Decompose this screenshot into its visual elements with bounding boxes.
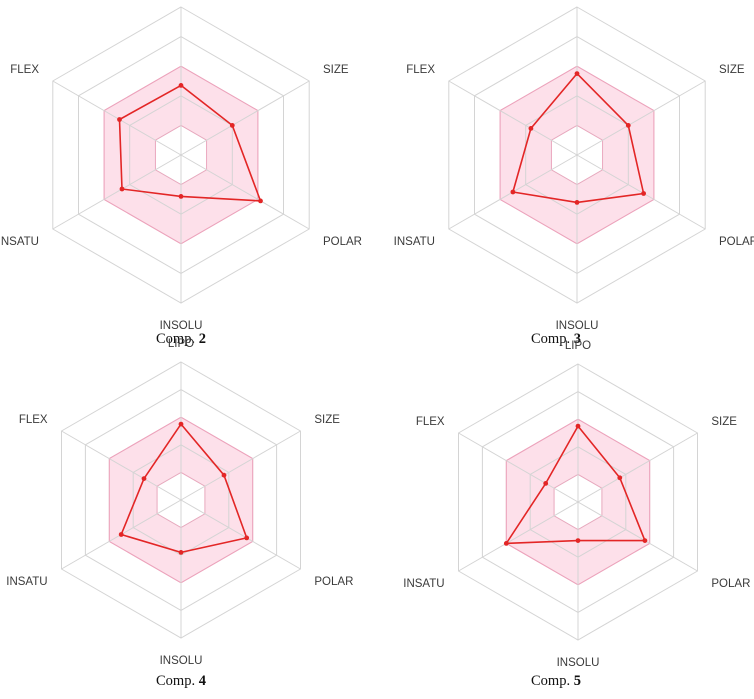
axis-spoke	[180, 80, 310, 156]
radar-chart-comp-4: LIPO SIZE POLAR INSOLU INSATU FLEX	[6, 338, 353, 667]
data-point	[178, 550, 184, 555]
axis-label-size: SIZE	[323, 64, 349, 76]
caption-number: 4	[198, 673, 206, 689]
caption-comp-3: Comp. 3	[446, 331, 666, 348]
data-point	[178, 194, 184, 199]
axis-label-insolu: INSOLU	[160, 320, 203, 332]
axis-label-flex: FLEX	[406, 64, 435, 76]
axis-spoke	[576, 80, 706, 156]
data-point	[574, 71, 580, 76]
axis-spoke	[52, 80, 182, 156]
data-point	[258, 198, 263, 204]
data-point	[617, 475, 623, 481]
axis-label-flex: FLEX	[416, 416, 445, 428]
data-point	[575, 538, 581, 543]
axis-label-flex: FLEX	[19, 414, 48, 426]
caption-comp-5: Comp. 5	[446, 673, 666, 690]
axis-spoke	[52, 154, 182, 230]
radar-chart-comp-5: LIPO SIZE POLAR INSOLU INSATU FLEX	[403, 340, 750, 669]
axis-label-insatu: INSATU	[403, 578, 444, 590]
optimal-range-band	[104, 66, 258, 244]
caption-number: 3	[573, 331, 581, 347]
data-point	[503, 541, 509, 546]
axis-label-insatu: INSATU	[394, 236, 435, 248]
data-point	[141, 476, 147, 481]
radar-panel-comp-2: LIPO SIZE POLAR INSOLU INSATU FLEX Comp. 2	[0, 0, 377, 350]
axis-label-size: SIZE	[719, 64, 745, 76]
axis-spoke	[577, 501, 698, 572]
axis-label-insolu: INSOLU	[556, 320, 599, 332]
radar-panel-comp-4: LIPO SIZE POLAR INSOLU INSATU FLEX Comp. 4	[0, 338, 377, 699]
axis-spoke	[180, 154, 310, 230]
axis-spoke	[577, 432, 698, 503]
data-point	[221, 472, 227, 478]
caption-number: 5	[573, 673, 581, 689]
axis-spoke	[180, 499, 301, 570]
axis-label-insolu: INSOLU	[557, 657, 600, 669]
data-point	[625, 123, 631, 128]
caption-comp-2: Comp. 2	[71, 331, 291, 348]
axis-label-insolu: INSOLU	[160, 655, 203, 667]
axis-label-polar: POLAR	[314, 576, 353, 588]
data-point	[119, 186, 125, 192]
axis-spoke	[458, 432, 579, 503]
data-point	[528, 125, 534, 131]
axis-label-insatu: INSATU	[6, 576, 47, 588]
caption-prefix: Comp.	[531, 673, 571, 689]
data-point	[575, 423, 581, 429]
caption-comp-4: Comp. 4	[71, 673, 291, 690]
axis-label-flex: FLEX	[10, 64, 39, 76]
axis-label-size: SIZE	[711, 416, 737, 428]
data-point	[117, 117, 122, 122]
optimal-range-band	[506, 419, 650, 585]
axis-spoke	[576, 154, 706, 230]
caption-prefix: Comp.	[156, 331, 196, 347]
caption-number: 2	[198, 331, 206, 347]
data-point	[510, 189, 516, 195]
data-point	[543, 481, 549, 486]
data-point	[118, 532, 124, 537]
axis-spoke	[458, 501, 579, 572]
axis-label-polar: POLAR	[323, 236, 362, 248]
axis-label-polar: POLAR	[711, 578, 750, 590]
data-point	[642, 538, 648, 543]
axis-label-lipo: LIPO	[565, 340, 591, 352]
caption-prefix: Comp.	[156, 673, 196, 689]
radar-panel-comp-5: LIPO SIZE POLAR INSOLU INSATU FLEX Comp. 5	[377, 340, 754, 699]
axis-label-polar: POLAR	[719, 236, 754, 248]
data-point	[178, 421, 184, 427]
optimal-range-band	[500, 66, 654, 244]
data-point	[178, 83, 184, 88]
axis-spoke	[448, 80, 578, 156]
data-point	[244, 535, 250, 541]
radar-panel-comp-3: LIPO SIZE POLAR INSOLU INSATU FLEX Comp. 3	[377, 0, 754, 350]
axis-spoke	[180, 430, 301, 501]
data-point	[229, 123, 235, 128]
data-point	[574, 200, 580, 205]
axis-label-lipo: LIPO	[168, 338, 194, 350]
axis-label-size: SIZE	[314, 414, 340, 426]
data-point	[641, 191, 646, 196]
caption-prefix: Comp.	[531, 331, 571, 347]
axis-spoke	[61, 430, 182, 501]
axis-label-insatu: INSATU	[0, 236, 39, 248]
